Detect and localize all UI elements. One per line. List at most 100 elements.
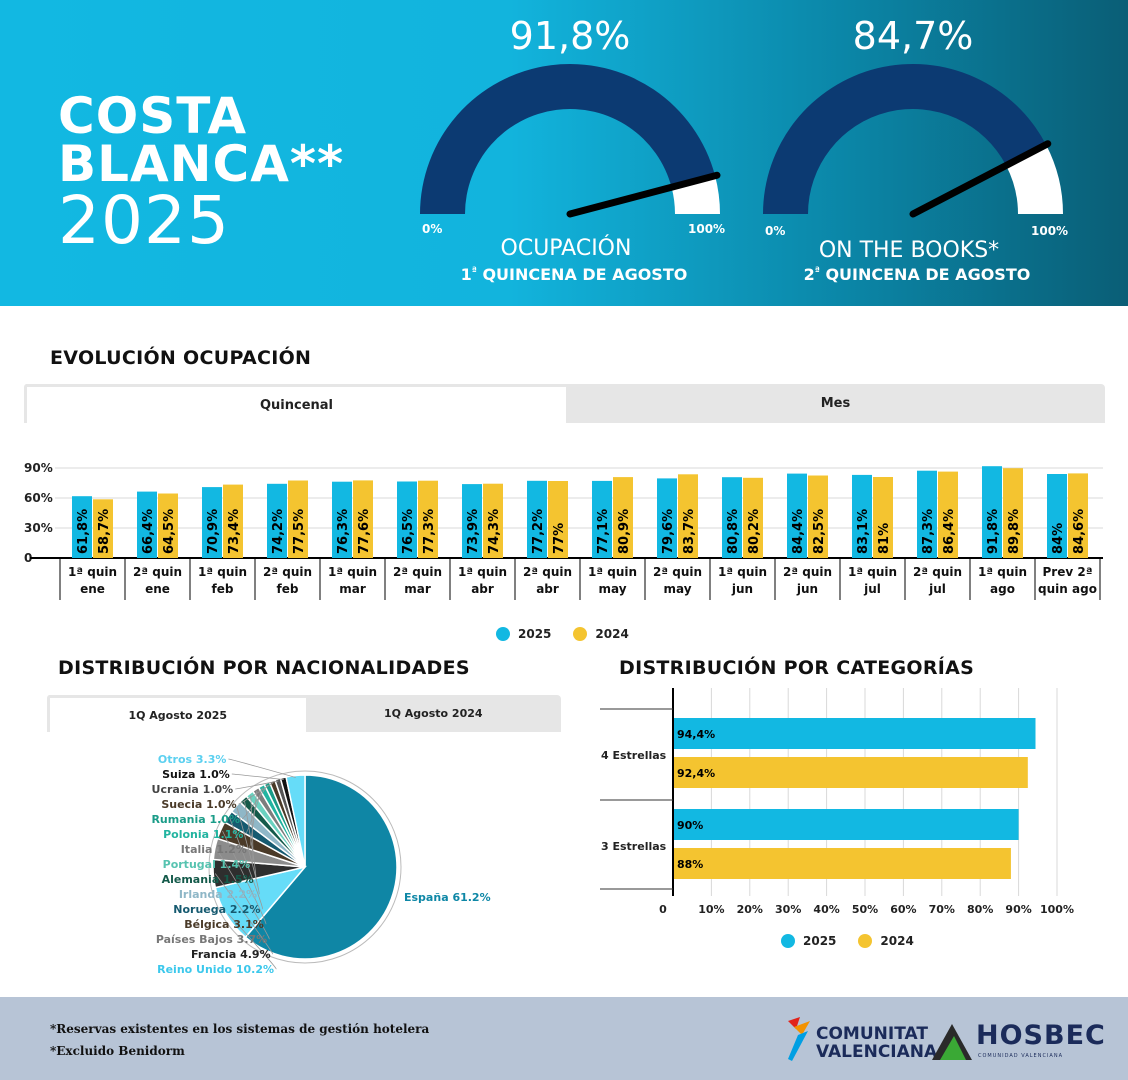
legend-item-2024[interactable]: 2024	[858, 934, 914, 948]
pie-leader-line	[236, 807, 260, 895]
x-tick-label: may	[663, 582, 691, 596]
x-tick-label: ene	[80, 582, 105, 596]
gauge-sub-text: QUINCENA DE AGOSTO	[819, 265, 1031, 284]
pie-slice-españa	[244, 774, 398, 960]
bar-value-label: 79,6%	[661, 509, 676, 554]
pie-label: Bélgica 3.1%	[184, 918, 264, 931]
bar-2024	[1068, 473, 1088, 558]
bar-value-label: 91,8%	[986, 509, 1001, 554]
pie-label: Polonia 1.1%	[163, 828, 243, 841]
bar-value-label: 83,1%	[856, 509, 871, 554]
bar-value-label: 76,3%	[336, 509, 351, 554]
logo-hosbec-text: HOSBEC	[976, 1020, 1106, 1051]
pie-label: Francia 4.9%	[191, 948, 271, 961]
x-tick-label: may	[598, 582, 626, 596]
bar-value-label: 90%	[677, 819, 703, 832]
bar-value-label: 73,4%	[227, 509, 242, 554]
x-tick-label: 1ª quin	[718, 565, 767, 579]
y-tick-label: 4 Estrellas	[601, 749, 667, 762]
x-tick-label: 2ª quin	[653, 565, 702, 579]
pie-label: Irlanda 2.2%	[179, 888, 257, 901]
x-tick-label: abr	[471, 582, 494, 596]
x-tick-label: 2ª quin	[783, 565, 832, 579]
bar-value-label: 77,5%	[292, 509, 307, 554]
title-line-1: COSTA	[58, 87, 248, 145]
pie-outline	[208, 770, 402, 964]
x-tick-label: feb	[212, 582, 234, 596]
bar-value-label: 81%	[877, 523, 892, 554]
gauge-sub-number: 1	[460, 265, 472, 284]
bar-2024	[613, 477, 633, 558]
pie-label: Italia 1.2%	[181, 843, 247, 856]
x-tick-label: 10%	[698, 903, 724, 916]
tab-1q-agosto-2024[interactable]: 1Q Agosto 2024	[383, 707, 483, 720]
x-tick-label: ene	[145, 582, 170, 596]
bar-value-label: 64,5%	[162, 509, 177, 554]
bar-value-label: 84%	[1051, 523, 1066, 554]
x-tick-label: 2ª quin	[133, 565, 182, 579]
pie-label: Ucrania 1.0%	[152, 783, 234, 796]
y-tick-label: 90%	[24, 461, 53, 475]
footer: *Reservas existentes en los sistemas de …	[0, 997, 1128, 1080]
bar-value-label: 58,7%	[97, 509, 112, 554]
pie-leader-line	[250, 795, 254, 865]
legend-item-2025[interactable]: 2025	[781, 934, 836, 948]
evolution-bar-chart: 0 30% 60% 90% 61,8% 58,7% 1ª quin ene 66,4% 64,5%…	[24, 461, 1103, 600]
gauge-sublabel: 2ª QUINCENA DE AGOSTO	[747, 265, 1087, 284]
bar-value-label: 77,2%	[531, 509, 546, 554]
x-tick-label: Prev 2ª	[1043, 565, 1093, 579]
x-tick-label: 1ª quin	[978, 565, 1027, 579]
x-tick-label: 20%	[737, 903, 763, 916]
pie-leader-line	[222, 830, 267, 925]
footnote-reservas: *Reservas existentes en los sistemas de …	[50, 1022, 430, 1036]
bar-value-label: 84,4%	[791, 509, 806, 554]
legend-label-2024: 2024	[880, 934, 914, 948]
bar-2024	[548, 481, 568, 558]
pie-leader-line	[214, 873, 274, 955]
tab-1q-agosto-2025[interactable]: 1Q Agosto 2025	[47, 695, 306, 732]
gauge-sub-text: QUINCENA DE AGOSTO	[476, 265, 688, 284]
x-tick-label: abr	[536, 582, 559, 596]
hosbec-mark-icon	[932, 1024, 972, 1060]
pie-label: Otros 3.3%	[158, 753, 226, 766]
gauge-value: 84,7%	[852, 14, 974, 58]
pie-leader-line	[228, 758, 296, 778]
x-tick-label: 70%	[929, 903, 955, 916]
bar-2024	[743, 477, 763, 558]
bar-2024	[223, 484, 243, 558]
bar-value-label: 89,8%	[1007, 509, 1022, 554]
bar-2025	[722, 477, 742, 558]
legend-label-2024: 2024	[595, 627, 629, 641]
x-tick-label: 2ª quin	[523, 565, 572, 579]
title-line-2: BLANCA**	[58, 135, 345, 193]
bar-value-label: 77,1%	[596, 509, 611, 554]
tab-quincenal[interactable]: Quincenal	[24, 384, 566, 423]
gauge-dial	[763, 64, 1063, 218]
bar-value-label: 70,9%	[206, 509, 221, 554]
gauge-sublabel: 1ª QUINCENA DE AGOSTO	[404, 265, 744, 284]
hero-title: COSTA BLANCA** 2025	[58, 87, 345, 254]
x-tick-label: 80%	[967, 903, 993, 916]
x-tick-label: 1ª quin	[198, 565, 247, 579]
x-tick-label: mar	[339, 582, 366, 596]
legend-item-2024[interactable]: 2024	[573, 627, 629, 641]
bar-value-label: 83,7%	[682, 509, 697, 554]
x-tick-label: 0	[659, 903, 667, 916]
pie-label: Suiza 1.0%	[162, 768, 230, 781]
logo-cv-line2: VALENCIANA	[816, 1042, 938, 1062]
legend-item-2025[interactable]: 2025	[496, 627, 551, 641]
categories-legend: 2025 2024	[781, 934, 914, 948]
bar-2024	[674, 757, 1028, 788]
x-tick-label: jun	[731, 582, 753, 596]
bar-2024	[1003, 468, 1023, 558]
pie-label: Noruega 2.2%	[173, 903, 260, 916]
occupancy-gauge: 91,8% 0% 100% OCUPACIÓN 1ª QUINCENA DE A…	[410, 0, 740, 300]
bar-value-label: 77,6%	[357, 509, 372, 554]
tab-mes[interactable]: Mes	[820, 396, 851, 411]
categories-title: DISTRIBUCIÓN POR CATEGORÍAS	[619, 657, 975, 679]
x-tick-label: ago	[990, 582, 1015, 596]
bar-value-label: 76,5%	[401, 509, 416, 554]
x-tick-label: 60%	[890, 903, 916, 916]
footnote-benidorm: *Excluido Benidorm	[50, 1044, 185, 1058]
bar-value-label: 88%	[677, 858, 703, 871]
